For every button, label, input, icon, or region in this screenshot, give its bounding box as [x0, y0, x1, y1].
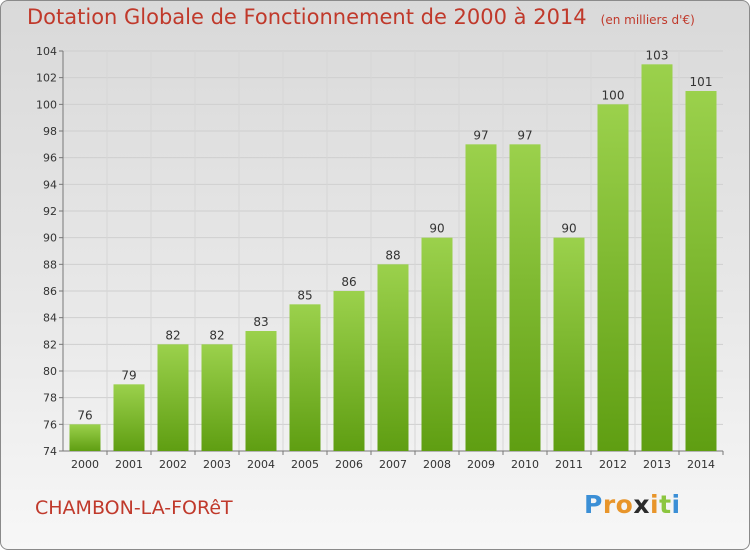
data-label: 76: [77, 408, 92, 422]
logo-letter: i: [650, 490, 660, 519]
unit-note: (en milliers d'€): [600, 13, 695, 27]
logo-letter: r: [602, 490, 616, 519]
bar: [509, 144, 541, 452]
bar: [685, 91, 717, 451]
x-tick-label: 2012: [599, 458, 627, 471]
data-labels: 76 79 82 82 83 85 86 88 90 97 97 90 100 103 101: [77, 48, 712, 422]
x-tick-label: 2011: [555, 458, 583, 471]
data-label: 86: [341, 275, 356, 289]
data-label: 79: [121, 368, 136, 382]
city-name: CHAMBON-LA-FORêT: [35, 497, 233, 519]
x-tick-label: 2001: [115, 458, 143, 471]
x-tick-label: 2013: [643, 458, 671, 471]
y-tick-label: 104: [36, 45, 57, 58]
bar: [245, 331, 277, 451]
y-tick-label: 74: [43, 445, 57, 458]
x-tick-label: 2007: [379, 458, 407, 471]
title-text: Dotation Globale de Fonctionnement de 20…: [27, 5, 587, 29]
data-label: 90: [429, 222, 444, 236]
bar: [289, 304, 321, 451]
bar: [597, 104, 629, 451]
y-tick-label: 96: [43, 152, 57, 165]
bar: [113, 384, 145, 451]
bar: [201, 344, 233, 451]
y-tick-label: 78: [43, 392, 57, 405]
x-tick-label: 2006: [335, 458, 363, 471]
y-tick-label: 102: [36, 72, 57, 85]
y-tick-label: 98: [43, 125, 57, 138]
bar: [69, 424, 101, 451]
bar: [421, 237, 453, 451]
y-tick-label: 90: [43, 232, 57, 245]
y-tick-label: 82: [43, 338, 57, 351]
bar: [641, 64, 673, 452]
x-tick-label: 2008: [423, 458, 451, 471]
x-tick-label: 2014: [687, 458, 715, 471]
y-tick-label: 76: [43, 418, 57, 431]
y-tick-label: 88: [43, 258, 57, 271]
x-tick-label: 2009: [467, 458, 495, 471]
data-label: 85: [297, 288, 312, 302]
x-tick-label: 2002: [159, 458, 187, 471]
y-tick-label: 94: [43, 178, 57, 191]
bar: [465, 144, 497, 452]
bars: [69, 64, 717, 452]
logo-letter: x: [633, 490, 650, 519]
bar: [553, 237, 585, 451]
bar: [377, 264, 409, 451]
x-tick-label: 2004: [247, 458, 275, 471]
data-label: 103: [646, 48, 669, 62]
bar: [157, 344, 189, 451]
logo-letter: P: [584, 490, 603, 519]
x-tick-label: 2003: [203, 458, 231, 471]
proxiti-logo[interactable]: Proxiti: [584, 490, 681, 519]
x-tick-label: 2005: [291, 458, 319, 471]
x-tick-label: 2010: [511, 458, 539, 471]
y-tick-label: 80: [43, 365, 57, 378]
y-tick-label: 84: [43, 312, 57, 325]
logo-letter: i: [671, 490, 681, 519]
bar: [333, 291, 365, 451]
data-label: 100: [602, 88, 625, 102]
data-label: 82: [209, 328, 224, 342]
data-label: 101: [690, 75, 713, 89]
data-label: 83: [253, 315, 268, 329]
data-label: 97: [517, 128, 532, 142]
y-tick-label: 92: [43, 205, 57, 218]
logo-letter: o: [615, 490, 634, 519]
chart-title: Dotation Globale de Fonctionnement de 20…: [27, 5, 695, 29]
data-label: 90: [561, 222, 576, 236]
x-tick-label: 2000: [71, 458, 99, 471]
data-label: 97: [473, 128, 488, 142]
y-tick-label: 86: [43, 285, 57, 298]
axes: 74 76 78 80 82 84 86 88 90 92 94 96 98 100 102 104 2000 2…: [36, 45, 724, 471]
logo-letter: t: [659, 490, 672, 519]
y-tick-label: 100: [36, 98, 57, 111]
data-label: 88: [385, 248, 400, 262]
data-label: 82: [165, 328, 180, 342]
